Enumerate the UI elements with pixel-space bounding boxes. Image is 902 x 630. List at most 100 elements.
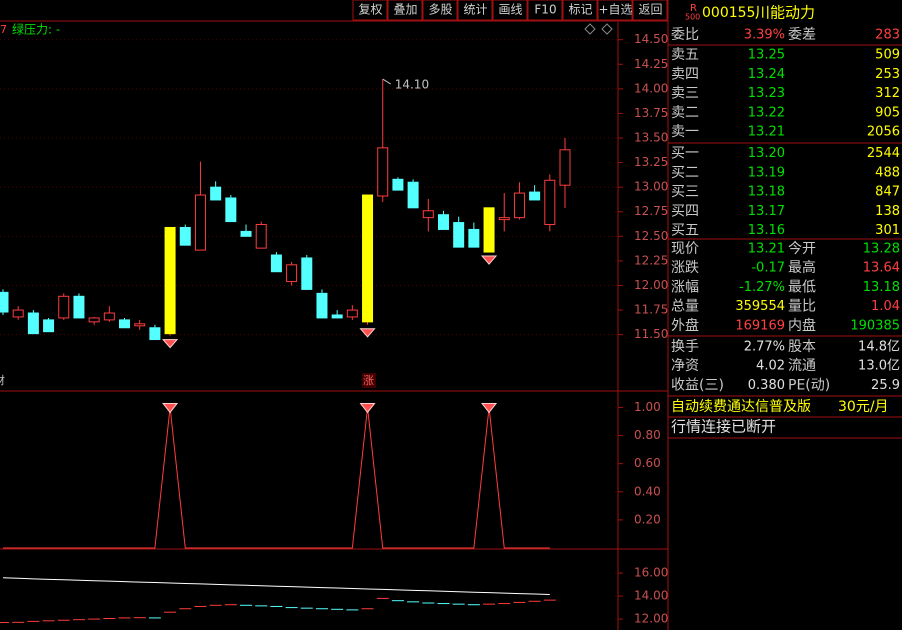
toolbar-label[interactable]: 画线	[498, 3, 522, 17]
status-text: 行情连接已断开	[671, 418, 776, 436]
stat-label: 今开	[788, 241, 816, 257]
book-label: 卖四	[671, 66, 699, 82]
y-tick-label: 11.50	[634, 327, 668, 341]
quote-tag: R	[690, 3, 697, 14]
toolbar-label[interactable]: 叠加	[393, 3, 417, 17]
candle-body	[468, 228, 480, 248]
candle-body	[225, 197, 237, 223]
weibi-label: 委比	[671, 27, 699, 43]
book-price: 13.19	[748, 165, 785, 180]
toolbar-label[interactable]: 标记	[568, 3, 592, 17]
candle-body	[255, 224, 267, 249]
y-tick-label: 0.20	[634, 512, 661, 526]
candle-body	[73, 295, 85, 319]
signal-diamond	[480, 255, 498, 265]
toolbar-button[interactable]	[457, 0, 493, 21]
book-label: 买五	[671, 223, 699, 239]
indicator-name: 绿压力: -	[12, 22, 60, 37]
candle-body	[58, 295, 70, 319]
book-price: 13.16	[748, 223, 785, 238]
toolbar-button[interactable]	[632, 0, 668, 21]
candle-body	[377, 147, 389, 197]
promo-text[interactable]: 自动续费通达信普及版	[671, 398, 811, 415]
toolbar-button[interactable]	[562, 0, 598, 21]
fund-value: 2.77%	[744, 340, 785, 355]
book-price: 13.23	[748, 86, 785, 101]
fund-value: 14.8亿	[858, 340, 900, 355]
candle-body	[240, 230, 252, 237]
toolbar-button[interactable]	[492, 0, 528, 21]
candle-body	[544, 179, 556, 226]
stat-value: 190385	[850, 318, 900, 333]
stat-label: 最低	[788, 279, 816, 295]
y-tick-label: 14.25	[634, 57, 668, 71]
stat-value: -0.17	[751, 261, 785, 276]
high-label: 14.10	[395, 78, 429, 92]
candle-body	[392, 178, 404, 191]
book-label: 卖二	[671, 105, 699, 121]
toolbar-label[interactable]: 返回	[638, 3, 662, 17]
stat-value: -1.27%	[739, 280, 785, 295]
weibi-value: 3.39%	[744, 28, 785, 43]
y-tick-label: 11.75	[634, 303, 668, 317]
candle-body	[12, 309, 24, 318]
toolbar-label[interactable]: F10	[534, 3, 556, 17]
candle-body	[27, 312, 39, 335]
toolbar-label[interactable]: 复权	[358, 3, 382, 17]
book-price: 13.24	[748, 67, 785, 82]
window-icons	[584, 23, 613, 35]
y-tick-label: 14.50	[634, 32, 668, 46]
book-volume: 905	[875, 105, 900, 120]
fund-value: 4.02	[756, 359, 785, 374]
candle-body	[149, 327, 161, 341]
candle-body	[134, 323, 146, 327]
candle-body	[453, 222, 465, 248]
y-tick-label: 12.00	[634, 612, 668, 626]
fund-label: 股本	[788, 339, 816, 355]
marker: 财	[0, 373, 5, 387]
y-tick-label: 0.80	[634, 428, 661, 442]
toolbar-button[interactable]	[422, 0, 458, 21]
signal-diamond	[161, 339, 179, 349]
book-price: 13.21	[748, 125, 785, 140]
candle-body	[286, 264, 298, 283]
candle-body	[422, 210, 434, 219]
candle-body	[270, 254, 282, 273]
y-tick-label: 13.00	[634, 180, 668, 194]
toolbar-button[interactable]	[527, 0, 563, 21]
signal-diamond	[359, 402, 376, 414]
y-tick-label: 12.00	[634, 278, 668, 292]
candle-body	[362, 194, 374, 323]
candle-body	[407, 181, 419, 209]
book-label: 买四	[671, 203, 699, 219]
book-price: 13.17	[748, 204, 785, 219]
candle-body	[194, 194, 206, 251]
stat-label: 涨幅	[671, 279, 699, 295]
fund-label: 净资	[671, 358, 699, 374]
weibi-value: 283	[875, 28, 900, 43]
fund-label: 流通	[788, 358, 816, 374]
toolbar-button[interactable]	[387, 0, 423, 21]
stat-value: 13.21	[748, 242, 785, 257]
promo-price[interactable]: 30元/月	[838, 399, 889, 415]
y-tick-label: 12.25	[634, 253, 668, 267]
toolbar-label[interactable]: 多股	[428, 3, 452, 17]
toolbar-label[interactable]: +自选	[598, 3, 632, 17]
candle-body	[346, 309, 358, 318]
toolbar-button[interactable]	[352, 0, 388, 21]
candle-body	[316, 292, 328, 319]
stat-label: 涨跌	[671, 260, 699, 276]
stock-code: 000155	[702, 5, 755, 21]
toolbar-button[interactable]	[597, 0, 633, 21]
toolbar-label[interactable]: 统计	[463, 3, 487, 17]
stat-label: 内盘	[788, 317, 816, 334]
y-tick-label: 14.00	[634, 81, 668, 95]
candle-body	[103, 312, 115, 321]
book-volume: 509	[875, 48, 900, 63]
book-volume: 138	[875, 204, 900, 219]
candle-body	[164, 226, 176, 335]
candle-body	[483, 207, 495, 253]
book-volume: 2544	[867, 146, 900, 161]
